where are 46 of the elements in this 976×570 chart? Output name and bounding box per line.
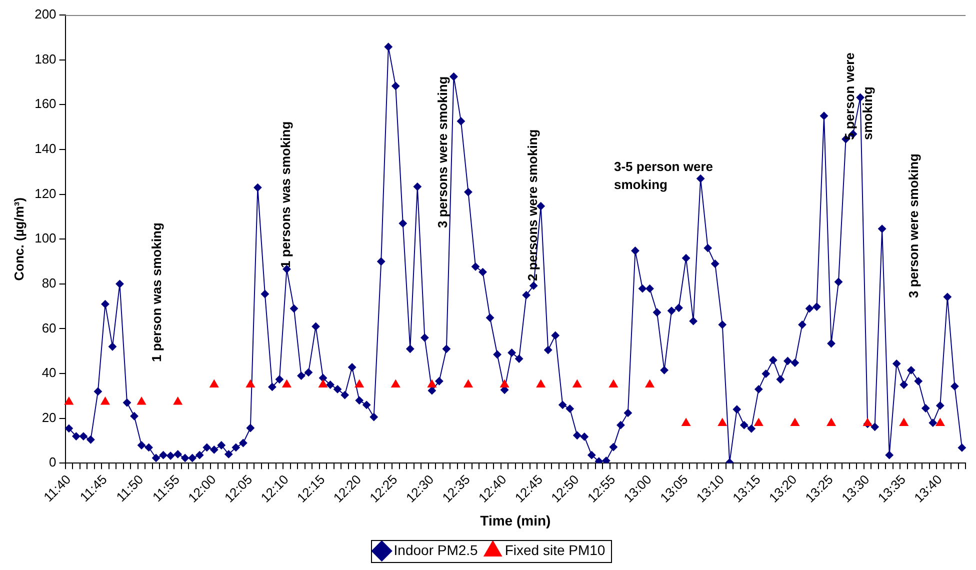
point bbox=[536, 380, 546, 388]
legend-label: Indoor PM2.5 bbox=[394, 542, 478, 558]
annotation: 5 person were smoking bbox=[842, 52, 875, 140]
annotation: 1 persons was smoking bbox=[278, 121, 293, 268]
annotation: 2 persons were smoking bbox=[525, 129, 540, 281]
y-tick-label: 180 bbox=[34, 51, 56, 66]
point bbox=[682, 418, 690, 426]
y-tick-label: 20 bbox=[42, 410, 56, 425]
point bbox=[210, 380, 219, 388]
y-tick-label: 40 bbox=[42, 365, 56, 380]
y-tick-label: 60 bbox=[42, 320, 56, 336]
point bbox=[137, 396, 146, 405]
y-tick-label: 80 bbox=[42, 275, 56, 290]
point bbox=[572, 380, 582, 388]
y-tick-label: 120 bbox=[34, 186, 56, 201]
point bbox=[500, 380, 509, 388]
annotation: 3-5 person were smoking bbox=[614, 159, 713, 192]
y-tick-label: 140 bbox=[34, 141, 56, 156]
point bbox=[718, 418, 727, 426]
annotation: 1 person was smoking bbox=[149, 222, 164, 362]
annotation: 3 person were smoking bbox=[906, 153, 921, 298]
point bbox=[354, 380, 364, 388]
y-tick-label: 100 bbox=[34, 230, 56, 246]
x-axis-title: Time (min) bbox=[480, 512, 551, 528]
point bbox=[754, 418, 764, 426]
y-tick-label: 0 bbox=[49, 454, 56, 470]
point bbox=[899, 418, 908, 426]
point bbox=[64, 396, 74, 405]
y-axis-title: Conc. (µg/m³) bbox=[11, 197, 26, 281]
point bbox=[826, 418, 836, 426]
y-tick-label: 200 bbox=[34, 6, 56, 22]
y-tick-label: 160 bbox=[34, 96, 56, 112]
point bbox=[428, 380, 436, 388]
point bbox=[282, 380, 292, 388]
point bbox=[391, 380, 400, 388]
point bbox=[318, 380, 328, 388]
legend-label: Fixed site PM10 bbox=[504, 542, 606, 558]
point bbox=[609, 380, 618, 388]
annotation: 3 persons were smoking bbox=[435, 76, 450, 228]
point bbox=[790, 418, 800, 426]
point bbox=[645, 380, 654, 388]
point bbox=[936, 418, 945, 426]
point bbox=[100, 396, 110, 405]
point bbox=[246, 380, 255, 388]
point bbox=[173, 396, 182, 405]
point bbox=[464, 380, 473, 388]
